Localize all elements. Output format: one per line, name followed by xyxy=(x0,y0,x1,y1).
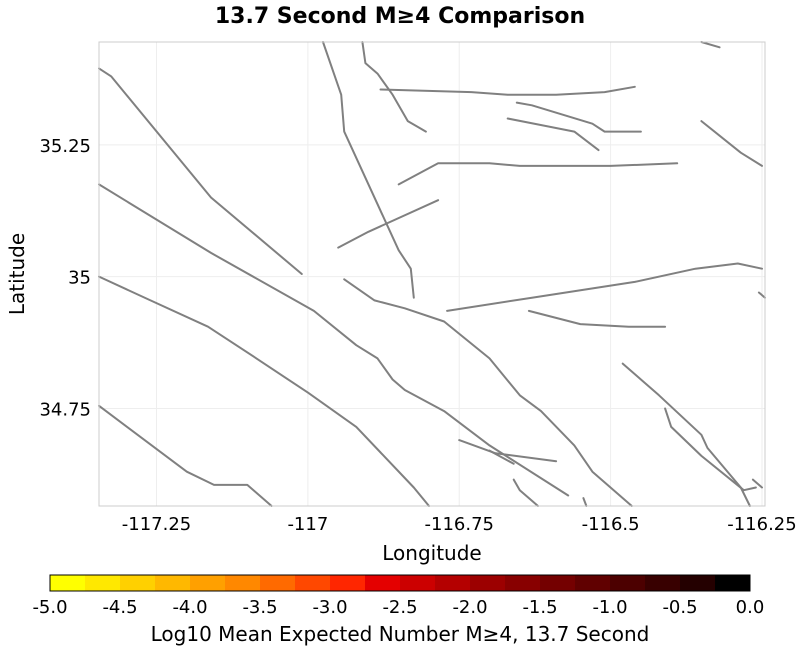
colorbar-swatch xyxy=(120,575,156,591)
colorbar-swatch xyxy=(680,575,716,591)
x-tick-label: -116.75 xyxy=(425,514,494,535)
fault-trace-1 xyxy=(98,67,303,275)
fault-trace-20 xyxy=(757,291,766,299)
x-axis-ticks: -117.25 -117 -116.75 -116.5 -116.25 xyxy=(122,514,797,535)
colorbar-swatch xyxy=(190,575,226,591)
fault-trace-22 xyxy=(488,449,515,465)
colorbar-swatch xyxy=(225,575,261,591)
colorbar-tick-label: -2.0 xyxy=(452,597,487,618)
colorbar-tick-label: -3.0 xyxy=(312,597,347,618)
fault-trace-18 xyxy=(664,407,757,492)
fault-trace-12 xyxy=(527,309,667,328)
fault-trace-24 xyxy=(582,497,588,507)
colorbar-swatch xyxy=(50,575,86,591)
colorbar-ticks: -5.0 -4.5 -4.0 -3.5 -3.0 -2.5 -2.0 -1.5 -1.0 -0.5… xyxy=(32,597,764,618)
fault-trace-17 xyxy=(621,362,751,507)
y-tick-label: 35 xyxy=(68,268,91,289)
fault-trace-10 xyxy=(343,278,633,507)
colorbar-swatch xyxy=(330,575,366,591)
colorbar-tick-label: 0.0 xyxy=(736,597,765,618)
x-tick-label: -116.25 xyxy=(727,514,796,535)
colorbar-tick-label: -1.0 xyxy=(592,597,627,618)
x-tick-label: -116.5 xyxy=(582,514,640,535)
colorbar-tick-label: -2.5 xyxy=(382,597,417,618)
colorbar-tick-label: -0.5 xyxy=(662,597,697,618)
y-axis-ticks: 35.25 35 34.75 xyxy=(39,136,91,421)
colorbar-swatch xyxy=(715,575,751,591)
gridlines xyxy=(99,42,765,506)
fault-trace-9 xyxy=(337,199,440,249)
colorbar-swatch xyxy=(435,575,471,591)
fault-trace-19 xyxy=(751,478,763,489)
fault-traces xyxy=(98,41,766,507)
colorbar-swatch xyxy=(400,575,436,591)
colorbar xyxy=(49,574,751,592)
map-title: 13.7 Second M≥4 Comparison xyxy=(215,4,585,29)
x-tick-label: -117 xyxy=(287,514,328,535)
fault-trace-23 xyxy=(512,478,539,507)
colorbar-tick-label: -5.0 xyxy=(32,597,67,618)
x-tick-label: -117.25 xyxy=(122,514,191,535)
colorbar-tick-label: -3.5 xyxy=(242,597,277,618)
colorbar-swatch xyxy=(85,575,121,591)
fault-trace-3 xyxy=(98,275,430,507)
y-axis-label: Latitude xyxy=(5,233,29,315)
colorbar-swatch xyxy=(155,575,191,591)
fault-trace-16 xyxy=(700,120,763,167)
x-axis-label: Longitude xyxy=(382,541,481,565)
fault-trace-5 xyxy=(322,41,415,299)
fault-trace-15 xyxy=(700,41,721,49)
fault-trace-13 xyxy=(506,117,600,152)
colorbar-swatch xyxy=(540,575,576,591)
y-tick-label: 34.75 xyxy=(39,399,91,420)
colorbar-swatch xyxy=(365,575,401,591)
colorbar-label: Log10 Mean Expected Number M≥4, 13.7 Sec… xyxy=(151,622,650,646)
y-tick-label: 35.25 xyxy=(39,136,91,157)
plot-frame xyxy=(98,41,766,507)
fault-trace-4 xyxy=(98,404,273,507)
colorbar-frame xyxy=(49,574,751,592)
colorbar-swatch xyxy=(575,575,611,591)
colorbar-tick-label: -4.0 xyxy=(172,597,207,618)
colorbar-swatch xyxy=(470,575,506,591)
colorbar-swatch xyxy=(260,575,296,591)
fault-trace-2 xyxy=(98,183,570,497)
colorbar-swatch xyxy=(295,575,331,591)
colorbar-tick-label: -4.5 xyxy=(102,597,137,618)
fault-trace-7 xyxy=(379,85,636,96)
fault-trace-8 xyxy=(397,162,679,186)
colorbar-swatch xyxy=(610,575,646,591)
fault-trace-14 xyxy=(515,101,642,133)
fault-trace-6 xyxy=(361,41,427,133)
fault-trace-11 xyxy=(446,262,763,312)
colorbar-swatch xyxy=(505,575,541,591)
colorbar-tick-label: -1.5 xyxy=(522,597,557,618)
colorbar-swatch xyxy=(645,575,681,591)
